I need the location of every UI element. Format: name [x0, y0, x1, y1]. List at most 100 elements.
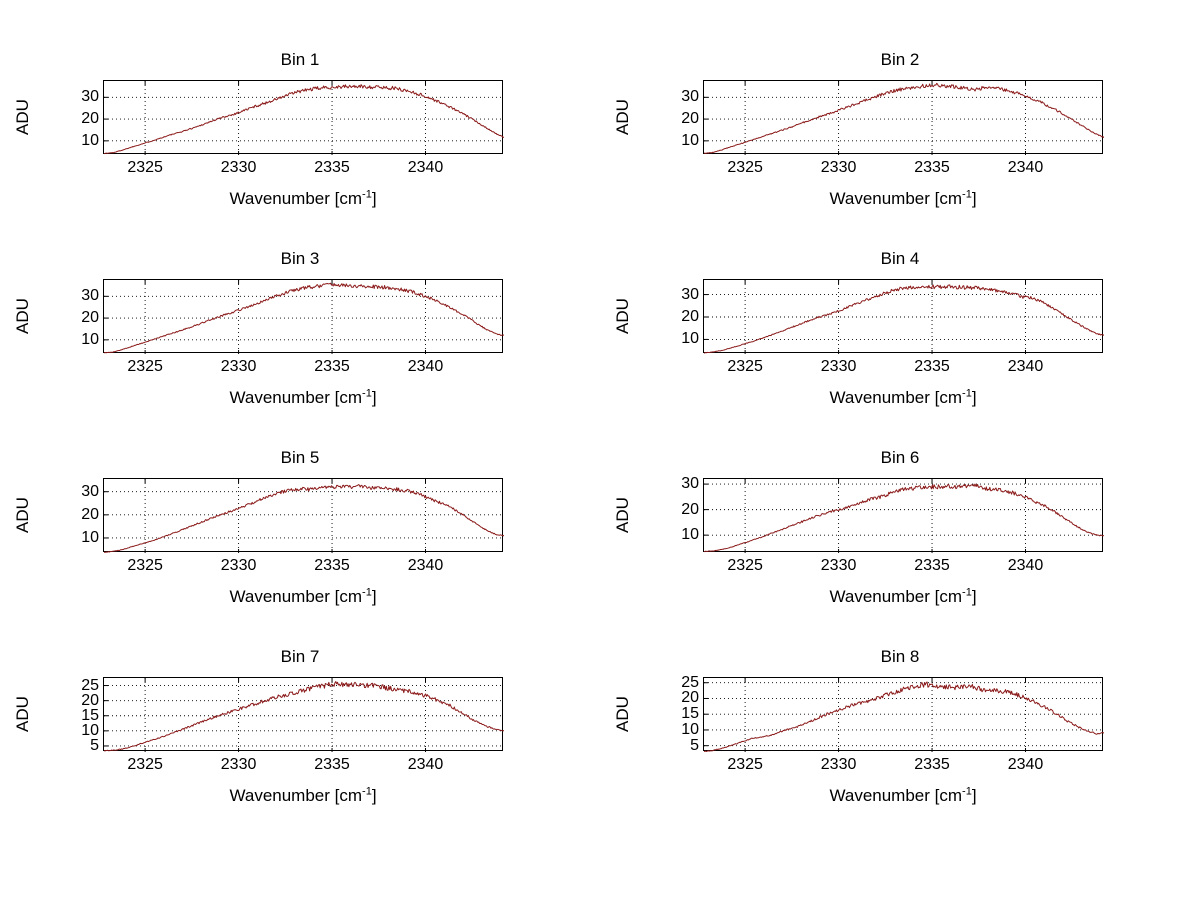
spectrum-line-bin-5 [104, 484, 504, 553]
y-tick-label: 10 [681, 526, 699, 544]
x-axis-label-exponent: -1 [962, 188, 972, 201]
y-tick-label: 10 [81, 721, 99, 739]
y-tick-label: 5 [690, 736, 699, 754]
y-tick-label: 10 [681, 330, 699, 348]
y-tick-label: 20 [81, 110, 99, 128]
y-tick-label: 30 [81, 88, 99, 106]
y-axis-label-bin-2: ADU [613, 99, 632, 135]
y-tick-label: 20 [681, 689, 699, 707]
y-tick-label: 10 [81, 330, 99, 348]
x-axis-label-prefix: Wavenumber [cm [229, 388, 363, 407]
panel-title-bin-6: Bin 6 [880, 448, 920, 467]
x-axis-label-prefix: Wavenumber [cm [829, 189, 963, 208]
x-tick-label: 2335 [314, 358, 350, 375]
y-tick-label: 20 [681, 110, 699, 128]
x-axis-label-bin-1: Wavenumber [cm-1] [103, 189, 503, 209]
x-tick-label: 2330 [820, 358, 857, 375]
y-axis-label-bin-5: ADU [13, 497, 32, 533]
x-axis-label-prefix: Wavenumber [cm [829, 388, 963, 407]
x-tick-label: 2335 [314, 756, 350, 773]
plot-area-bin-4: 10 20 30 2325 2330 2335 2340 [681, 279, 1104, 375]
y-tick-label: 30 [681, 88, 699, 106]
panel-title-bin-3: Bin 3 [280, 249, 320, 268]
x-tick-label: 2325 [127, 159, 163, 176]
y-tick-label: 20 [81, 505, 99, 523]
x-axis-label-exponent: -1 [962, 586, 972, 599]
y-tick-label: 20 [681, 500, 699, 518]
panel-title-bin-8: Bin 8 [880, 647, 920, 666]
x-tick-label: 2325 [727, 557, 763, 574]
subplot-panel-bin-5: Bin 5 ADU 10 20 30 2325 2330 2335 2340 Wavenumber… [0, 442, 600, 641]
y-tick-label: 10 [681, 720, 699, 738]
x-tick-label: 2330 [220, 358, 257, 375]
spectrum-line-bin-7 [104, 681, 504, 752]
x-axis-label-suffix: ] [971, 189, 977, 208]
subplot-panel-bin-8: Bin 8 ADU 5 10 15 20 25 2325 2330 2335 2340 Wavenum… [600, 641, 1200, 840]
panel-title-bin-2: Bin 2 [880, 50, 920, 69]
subplot-panel-bin-4: Bin 4 ADU 10 20 30 2325 2330 2335 2340 Wavenumber… [600, 243, 1200, 442]
y-axis-label-bin-3: ADU [13, 298, 32, 334]
x-axis-label-suffix: ] [971, 388, 977, 407]
y-tick-label: 10 [81, 528, 99, 546]
y-axis-label-bin-1: ADU [13, 99, 32, 135]
spectrum-line-bin-2 [704, 82, 1104, 154]
x-tick-label: 2335 [314, 159, 350, 176]
x-axis-label-bin-4: Wavenumber [cm-1] [703, 388, 1103, 408]
y-tick-label: 30 [681, 285, 699, 303]
x-axis-label-exponent: -1 [362, 387, 372, 400]
x-tick-label: 2330 [820, 159, 857, 176]
x-axis-label-bin-6: Wavenumber [cm-1] [703, 587, 1103, 607]
y-tick-label: 30 [81, 482, 99, 500]
y-tick-label: 30 [681, 475, 699, 493]
x-tick-label: 2330 [220, 756, 257, 773]
y-axis-label-bin-7: ADU [13, 696, 32, 732]
plot-area-bin-7: 5 10 15 20 25 2325 2330 2335 2340 [81, 677, 504, 773]
y-tick-label: 15 [81, 706, 99, 724]
x-tick-label: 2340 [1007, 358, 1044, 375]
x-tick-label: 2335 [914, 358, 950, 375]
x-axis-label-bin-7: Wavenumber [cm-1] [103, 786, 503, 806]
x-axis-label-bin-8: Wavenumber [cm-1] [703, 786, 1103, 806]
x-tick-label: 2340 [407, 756, 444, 773]
y-axis-label-bin-8: ADU [613, 696, 632, 732]
x-axis-label-prefix: Wavenumber [cm [829, 587, 963, 606]
y-tick-label: 25 [81, 676, 99, 694]
subplot-panel-bin-6: Bin 6 ADU 10 20 30 2325 2330 2335 2340 Wavenumber… [600, 442, 1200, 641]
x-tick-label: 2340 [1007, 756, 1044, 773]
x-axis-label-suffix: ] [971, 587, 977, 606]
x-axis-label-bin-5: Wavenumber [cm-1] [103, 587, 503, 607]
x-axis-label-bin-3: Wavenumber [cm-1] [103, 388, 503, 408]
x-tick-label: 2335 [914, 159, 950, 176]
panel-title-bin-1: Bin 1 [280, 50, 320, 69]
y-tick-label: 25 [681, 673, 699, 691]
x-axis-label-exponent: -1 [962, 387, 972, 400]
subplot-panel-bin-3: Bin 3 ADU 10 20 30 2325 2330 2335 2340 Wavenumber… [0, 243, 600, 442]
x-tick-label: 2330 [820, 557, 857, 574]
x-tick-label: 2340 [1007, 557, 1044, 574]
x-axis-label-suffix: ] [371, 189, 377, 208]
x-tick-label: 2340 [407, 358, 444, 375]
plot-area-bin-2: 10 20 30 2325 2330 2335 2340 [681, 80, 1104, 176]
x-tick-label: 2325 [727, 756, 763, 773]
x-axis-label-bin-2: Wavenumber [cm-1] [703, 189, 1103, 209]
y-tick-label: 20 [81, 309, 99, 327]
subplot-panel-bin-7: Bin 7 ADU 5 10 15 20 25 2325 2330 2335 2340 Wavenum… [0, 641, 600, 840]
spectrum-line-bin-6 [704, 483, 1104, 553]
x-tick-label: 2325 [127, 557, 163, 574]
x-axis-label-prefix: Wavenumber [cm [229, 786, 363, 805]
x-axis-label-prefix: Wavenumber [cm [829, 786, 963, 805]
x-tick-label: 2330 [220, 159, 257, 176]
plot-area-bin-1: 10 20 30 2325 2330 2335 2340 [81, 80, 504, 176]
x-axis-label-exponent: -1 [962, 785, 972, 798]
y-axis-label-bin-6: ADU [613, 497, 632, 533]
x-tick-label: 2335 [914, 756, 950, 773]
plot-area-bin-6: 10 20 30 2325 2330 2335 2340 [681, 476, 1104, 574]
panel-title-bin-7: Bin 7 [280, 647, 320, 666]
x-axis-label-suffix: ] [371, 587, 377, 606]
plot-area-bin-3: 10 20 30 2325 2330 2335 2340 [81, 279, 504, 375]
y-tick-label: 10 [681, 131, 699, 149]
x-tick-label: 2340 [1007, 159, 1044, 176]
x-axis-label-suffix: ] [971, 786, 977, 805]
x-tick-label: 2325 [127, 756, 163, 773]
